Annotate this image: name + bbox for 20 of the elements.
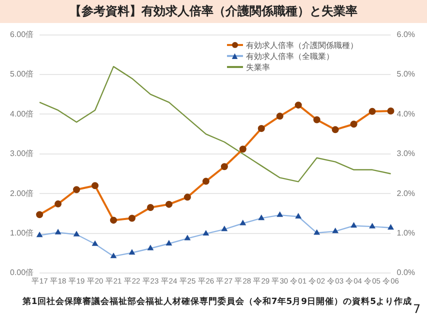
text: 7 xyxy=(413,302,421,316)
y-tick-label: 6.00倍 xyxy=(10,30,34,40)
y2-tick-label: 2.0% xyxy=(396,188,415,198)
y-tick-label: 2.00倍 xyxy=(10,188,34,198)
y2-tick-label: 6.0% xyxy=(396,30,415,40)
y2-tick-label: 3.0% xyxy=(396,149,415,158)
y-tick-label: 0.00倍 xyxy=(10,268,34,278)
y-tick-label: 3.00倍 xyxy=(10,149,34,158)
y2-tick-label: 4.0% xyxy=(396,109,415,118)
y2-tick-label: 1.0% xyxy=(396,228,415,238)
y-tick-label: 1.00倍 xyxy=(10,228,34,238)
legend-label: 失業率 xyxy=(246,62,270,73)
y2-tick-label: 5.0% xyxy=(396,70,415,79)
y2-tick-label: 0.0% xyxy=(396,268,415,278)
chart-title: 【参考資料】有効求人倍率（介護関係職種）と失業率 xyxy=(0,0,427,23)
legend-label: 有効求人倍率（全職業） xyxy=(246,50,334,62)
y-tick-label: 5.00倍 xyxy=(10,70,34,79)
legend-label: 有効求人倍率（介護関係職種） xyxy=(246,40,358,51)
y-tick-label: 4.00倍 xyxy=(10,109,34,118)
text: 第1回社会保障審議会福祉部会福祉人材確保専門委員会（令和7年5月9日開催）の資料5より作成 xyxy=(21,296,412,308)
